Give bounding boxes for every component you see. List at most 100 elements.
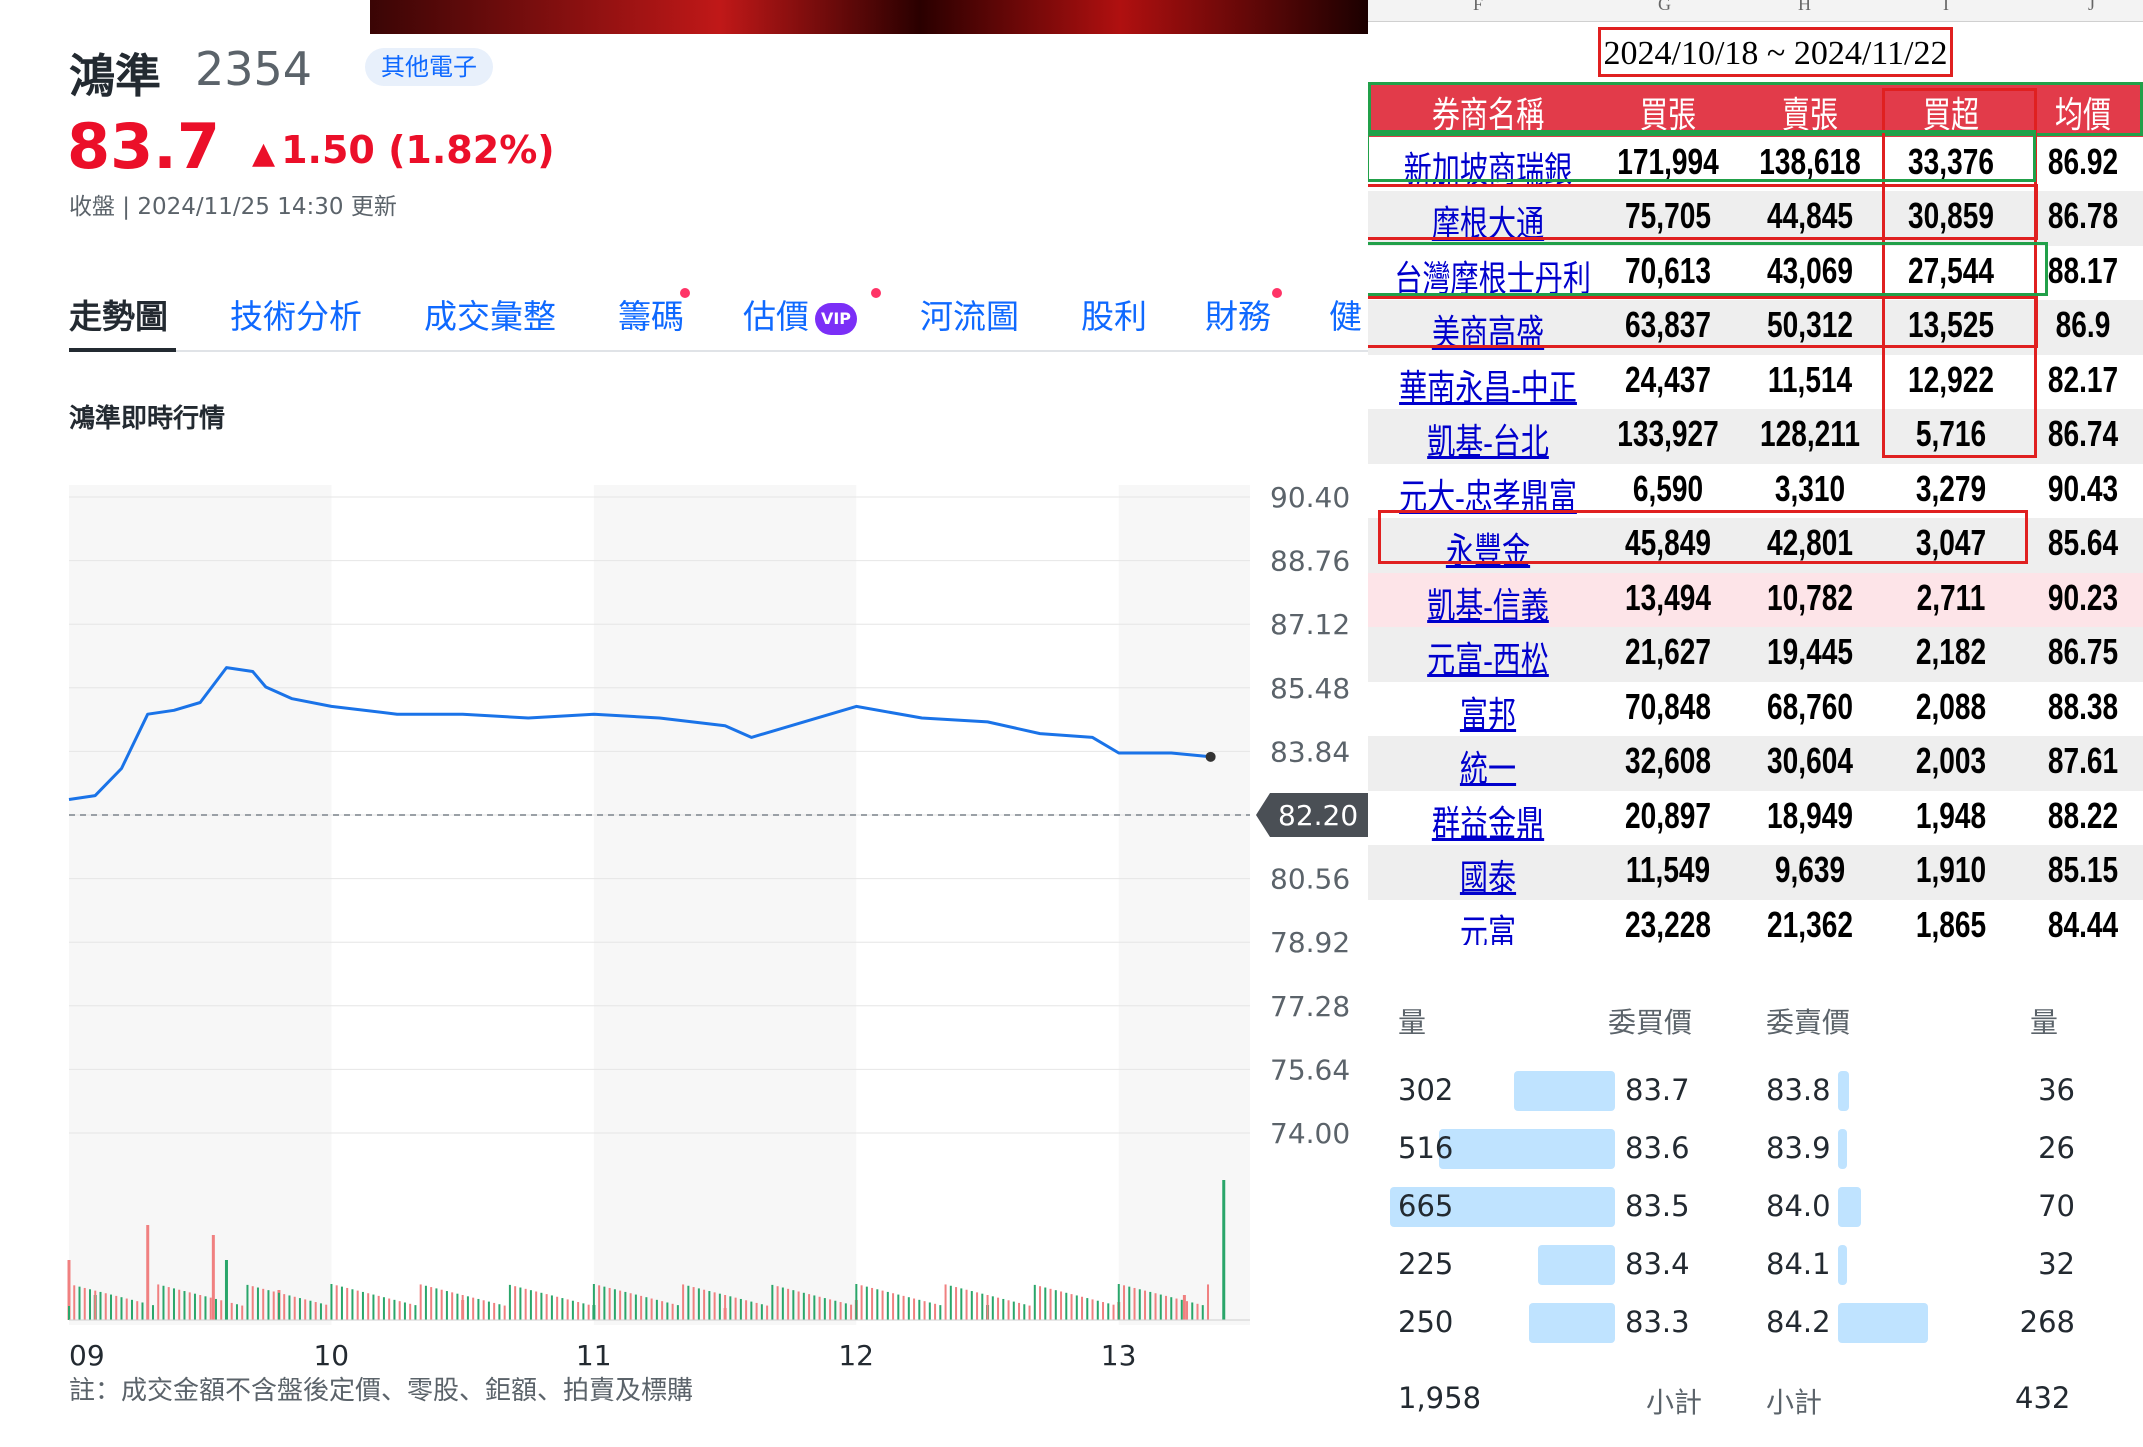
bid-price[interactable]: 83.4 xyxy=(1625,1247,1690,1281)
table-cell: 24,437 xyxy=(1625,358,1711,400)
tab-river-chart[interactable]: 河流圖 xyxy=(920,290,1019,338)
volume-bar xyxy=(1081,1296,1084,1320)
broker-name-link[interactable]: 群益金鼎 xyxy=(1431,803,1545,844)
ask-qty: 32 xyxy=(2038,1247,2075,1281)
volume-bar xyxy=(645,1297,648,1320)
broker-name-link[interactable]: 統一 xyxy=(1459,749,1517,789)
volume-bar xyxy=(587,1304,590,1320)
market-status: 收盤 | 2024/11/25 14:30 更新 xyxy=(69,194,397,220)
section-title: 鴻準即時行情 xyxy=(69,404,226,434)
volume-bar xyxy=(687,1285,690,1320)
table-cell: 133,927 xyxy=(1617,413,1719,454)
bid-price-header: 委買價 xyxy=(1608,1006,1693,1039)
table-cell: 2,088 xyxy=(1915,685,1987,727)
volume-bar xyxy=(157,1284,160,1320)
tab-dividend[interactable]: 股利 xyxy=(1081,290,1147,338)
volume-bar xyxy=(1191,1302,1194,1320)
footnote: 註：成交金額不含盤後定價、零股、鉅額、拍賣及標購 xyxy=(69,1376,694,1406)
tab-valuation[interactable]: 估價 VIP xyxy=(743,288,881,338)
ask-depth-bar xyxy=(1838,1245,1847,1285)
industry-tag[interactable]: 其他電子 xyxy=(365,48,493,86)
intraday-chart[interactable]: 90.40 88.76 87.12 85.48 83.84 80.56 78.92 77.28… xyxy=(0,470,1370,1370)
volume-bar xyxy=(871,1287,874,1320)
tab-financials[interactable]: 財務 xyxy=(1205,288,1282,338)
broker-name-link[interactable]: 新加坡商瑞銀 xyxy=(1403,149,1573,190)
tab-trades[interactable]: 成交彙整 xyxy=(424,290,556,338)
column-header[interactable]: 券商名稱 xyxy=(1431,95,1545,135)
table-row xyxy=(1368,736,2143,791)
volume-bar xyxy=(1070,1294,1073,1320)
ask-qty: 268 xyxy=(2019,1305,2075,1339)
volume-bar xyxy=(797,1291,800,1320)
volume-bar xyxy=(1117,1284,1120,1320)
volume-bar xyxy=(146,1225,150,1320)
volume-bar xyxy=(430,1287,433,1320)
broker-name-link[interactable]: 凱基-信義 xyxy=(1427,585,1549,626)
bid-price[interactable]: 83.5 xyxy=(1625,1189,1690,1223)
ask-price[interactable]: 83.9 xyxy=(1766,1131,1831,1165)
volume-bar xyxy=(666,1302,669,1320)
volume-bar xyxy=(808,1294,811,1320)
tab-health[interactable]: 健 xyxy=(1329,290,1362,338)
tab-technical[interactable]: 技術分析 xyxy=(230,290,362,338)
ad-banner[interactable] xyxy=(370,0,1370,34)
tab-label: 走勢圖 xyxy=(69,297,168,336)
ask-price[interactable]: 84.1 xyxy=(1766,1247,1831,1281)
volume-bar xyxy=(629,1293,632,1320)
ask-price[interactable]: 84.2 xyxy=(1766,1305,1831,1339)
volume-bar xyxy=(1196,1303,1199,1320)
table-cell: 68,760 xyxy=(1767,685,1853,727)
broker-name-link[interactable]: 凱基-台北 xyxy=(1427,422,1549,462)
volume-bar xyxy=(304,1299,307,1320)
column-header[interactable]: 買張 xyxy=(1639,95,1697,135)
highlight-box xyxy=(1882,88,2037,458)
broker-name-link[interactable]: 永豐金 xyxy=(1445,531,1531,571)
volume-bar xyxy=(892,1293,895,1320)
ask-price[interactable]: 84.0 xyxy=(1766,1189,1831,1223)
tab-label: 估價 xyxy=(743,297,809,336)
tab-trend[interactable]: 走勢圖 xyxy=(69,290,168,338)
volume-bar xyxy=(68,1306,70,1320)
column-header[interactable]: 賣張 xyxy=(1781,95,1839,135)
hour-band xyxy=(1118,485,1250,1325)
bid-total-label: 小計 xyxy=(1646,1386,1703,1419)
column-header[interactable]: 均價 xyxy=(2054,95,2112,135)
volume-bar xyxy=(745,1300,748,1320)
broker-name-link[interactable]: 台灣摩根士丹利 xyxy=(1394,258,1591,299)
bid-price[interactable]: 83.3 xyxy=(1625,1305,1690,1339)
tab-label: 成交彙整 xyxy=(424,297,556,336)
volume-bar xyxy=(724,1295,727,1320)
broker-name-link[interactable]: 元富-西松 xyxy=(1427,640,1549,680)
broker-name-link[interactable]: 華南永昌-中正 xyxy=(1399,367,1577,408)
column-letter: F xyxy=(1473,0,1484,14)
volume-bar xyxy=(787,1288,790,1320)
volume-bar xyxy=(340,1286,343,1320)
volume-bar xyxy=(750,1301,753,1320)
broker-name-link[interactable]: 元大-忠孝鼎富 xyxy=(1399,476,1577,517)
volume-bar xyxy=(272,1291,275,1320)
ask-price[interactable]: 83.8 xyxy=(1766,1073,1831,1107)
tab-chips[interactable]: 籌碼 xyxy=(618,288,690,338)
volume-bar xyxy=(876,1289,879,1320)
volume-bar xyxy=(976,1292,979,1320)
column-header[interactable]: 買超 xyxy=(1922,95,1980,135)
notification-dot-icon xyxy=(680,288,690,298)
volume-bar xyxy=(755,1302,758,1320)
volume-bar xyxy=(298,1298,301,1320)
volume-bar xyxy=(1138,1289,1141,1320)
table-cell: 70,848 xyxy=(1625,685,1711,727)
volume-bar xyxy=(393,1299,396,1320)
broker-name-link[interactable]: 國泰 xyxy=(1459,858,1517,898)
volume-bar xyxy=(729,1296,732,1320)
volume-bar xyxy=(235,1304,238,1320)
bid-price[interactable]: 83.7 xyxy=(1625,1073,1690,1107)
bid-price[interactable]: 83.6 xyxy=(1625,1131,1690,1165)
volume-bar xyxy=(319,1303,322,1320)
broker-name-link[interactable]: 富邦 xyxy=(1459,694,1517,735)
x-tick-label: 11 xyxy=(576,1339,612,1370)
volume-bar xyxy=(1154,1293,1157,1320)
volume-bar xyxy=(1091,1299,1094,1320)
y-tick-label: 83.84 xyxy=(1270,735,1350,768)
volume-bar xyxy=(451,1292,454,1320)
volume-bar xyxy=(88,1289,91,1320)
